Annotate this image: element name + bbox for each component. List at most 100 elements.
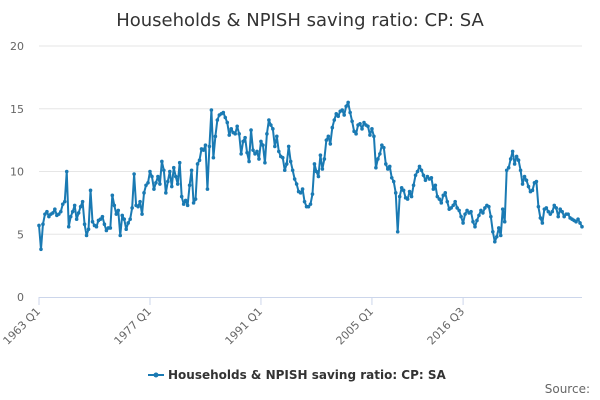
series-line[interactable] — [38, 101, 583, 251]
data-point[interactable] — [229, 127, 234, 131]
data-point[interactable] — [175, 182, 180, 186]
data-point[interactable] — [346, 100, 350, 105]
data-point[interactable] — [247, 159, 251, 164]
data-point[interactable] — [132, 172, 136, 176]
data-point[interactable] — [223, 115, 228, 120]
data-point[interactable] — [344, 104, 348, 109]
data-point[interactable] — [342, 113, 346, 117]
data-point[interactable] — [540, 221, 545, 225]
data-point[interactable] — [130, 206, 134, 210]
data-point[interactable] — [312, 162, 317, 166]
data-point[interactable] — [574, 219, 578, 224]
data-point[interactable] — [395, 229, 400, 234]
data-point[interactable] — [84, 233, 89, 238]
data-point[interactable] — [245, 150, 249, 155]
data-point[interactable] — [566, 212, 570, 216]
data-point[interactable] — [195, 162, 200, 166]
data-point[interactable] — [282, 168, 287, 173]
data-point[interactable] — [88, 188, 93, 193]
data-point[interactable] — [290, 168, 295, 173]
data-point[interactable] — [491, 229, 495, 234]
data-point[interactable] — [62, 199, 67, 204]
data-point[interactable] — [477, 213, 481, 218]
data-point[interactable] — [522, 174, 527, 179]
data-point[interactable] — [387, 164, 392, 169]
data-point[interactable] — [76, 211, 81, 215]
data-point[interactable] — [320, 167, 325, 171]
data-point[interactable] — [193, 197, 198, 201]
data-point[interactable] — [530, 188, 535, 193]
data-point[interactable] — [213, 134, 218, 139]
data-point[interactable] — [94, 224, 99, 229]
data-point[interactable] — [259, 139, 263, 144]
data-point[interactable] — [302, 199, 307, 204]
data-point[interactable] — [265, 132, 269, 136]
data-point[interactable] — [108, 226, 113, 230]
data-point[interactable] — [475, 218, 479, 223]
data-point[interactable] — [524, 178, 529, 183]
data-point[interactable] — [53, 207, 57, 211]
data-point[interactable] — [70, 209, 75, 214]
data-point[interactable] — [150, 174, 154, 179]
data-point[interactable] — [239, 152, 243, 156]
data-point[interactable] — [74, 217, 79, 221]
data-point[interactable] — [382, 145, 386, 150]
data-point[interactable] — [237, 132, 241, 136]
data-point[interactable] — [255, 149, 259, 154]
data-point[interactable] — [362, 120, 366, 125]
data-point[interactable] — [66, 224, 71, 229]
data-point[interactable] — [431, 187, 436, 191]
data-point[interactable] — [253, 152, 257, 156]
data-point[interactable] — [116, 208, 121, 213]
data-point[interactable] — [405, 197, 410, 201]
data-point[interactable] — [118, 233, 123, 238]
data-point[interactable] — [43, 212, 47, 216]
data-point[interactable] — [419, 168, 424, 173]
data-point[interactable] — [508, 157, 513, 161]
data-point[interactable] — [580, 224, 584, 229]
data-point[interactable] — [86, 227, 91, 232]
data-point[interactable] — [90, 219, 95, 224]
data-point[interactable] — [459, 214, 463, 219]
data-point[interactable] — [114, 212, 119, 216]
data-point[interactable] — [98, 217, 103, 221]
data-point[interactable] — [552, 203, 557, 208]
data-point[interactable] — [276, 149, 281, 154]
data-point[interactable] — [148, 169, 152, 174]
data-point[interactable] — [441, 193, 446, 198]
data-point[interactable] — [407, 189, 412, 194]
data-point[interactable] — [374, 165, 378, 170]
data-point[interactable] — [144, 183, 148, 188]
data-point[interactable] — [314, 169, 319, 174]
data-point[interactable] — [308, 202, 313, 206]
data-point[interactable] — [328, 142, 333, 146]
data-point[interactable] — [306, 204, 311, 209]
data-point[interactable] — [453, 199, 457, 204]
data-point[interactable] — [514, 154, 519, 159]
data-point[interactable] — [215, 118, 220, 122]
data-point[interactable] — [207, 144, 212, 149]
data-point[interactable] — [421, 173, 426, 178]
data-point[interactable] — [433, 183, 438, 188]
data-point[interactable] — [179, 194, 184, 199]
data-point[interactable] — [479, 208, 483, 213]
data-point[interactable] — [336, 114, 341, 119]
data-point[interactable] — [366, 124, 370, 129]
data-point[interactable] — [51, 211, 55, 215]
data-point[interactable] — [211, 155, 216, 160]
data-point[interactable] — [41, 222, 45, 227]
data-point[interactable] — [122, 217, 127, 221]
data-point[interactable] — [560, 209, 564, 214]
data-point[interactable] — [455, 206, 459, 210]
data-point[interactable] — [445, 199, 450, 204]
data-point[interactable] — [429, 175, 434, 180]
data-point[interactable] — [399, 186, 404, 190]
data-point[interactable] — [142, 191, 146, 195]
data-point[interactable] — [273, 144, 277, 149]
data-point[interactable] — [300, 187, 305, 191]
data-point[interactable] — [205, 187, 210, 191]
data-point[interactable] — [136, 204, 140, 209]
data-point[interactable] — [385, 167, 390, 171]
data-point[interactable] — [469, 209, 473, 214]
data-point[interactable] — [510, 149, 515, 154]
